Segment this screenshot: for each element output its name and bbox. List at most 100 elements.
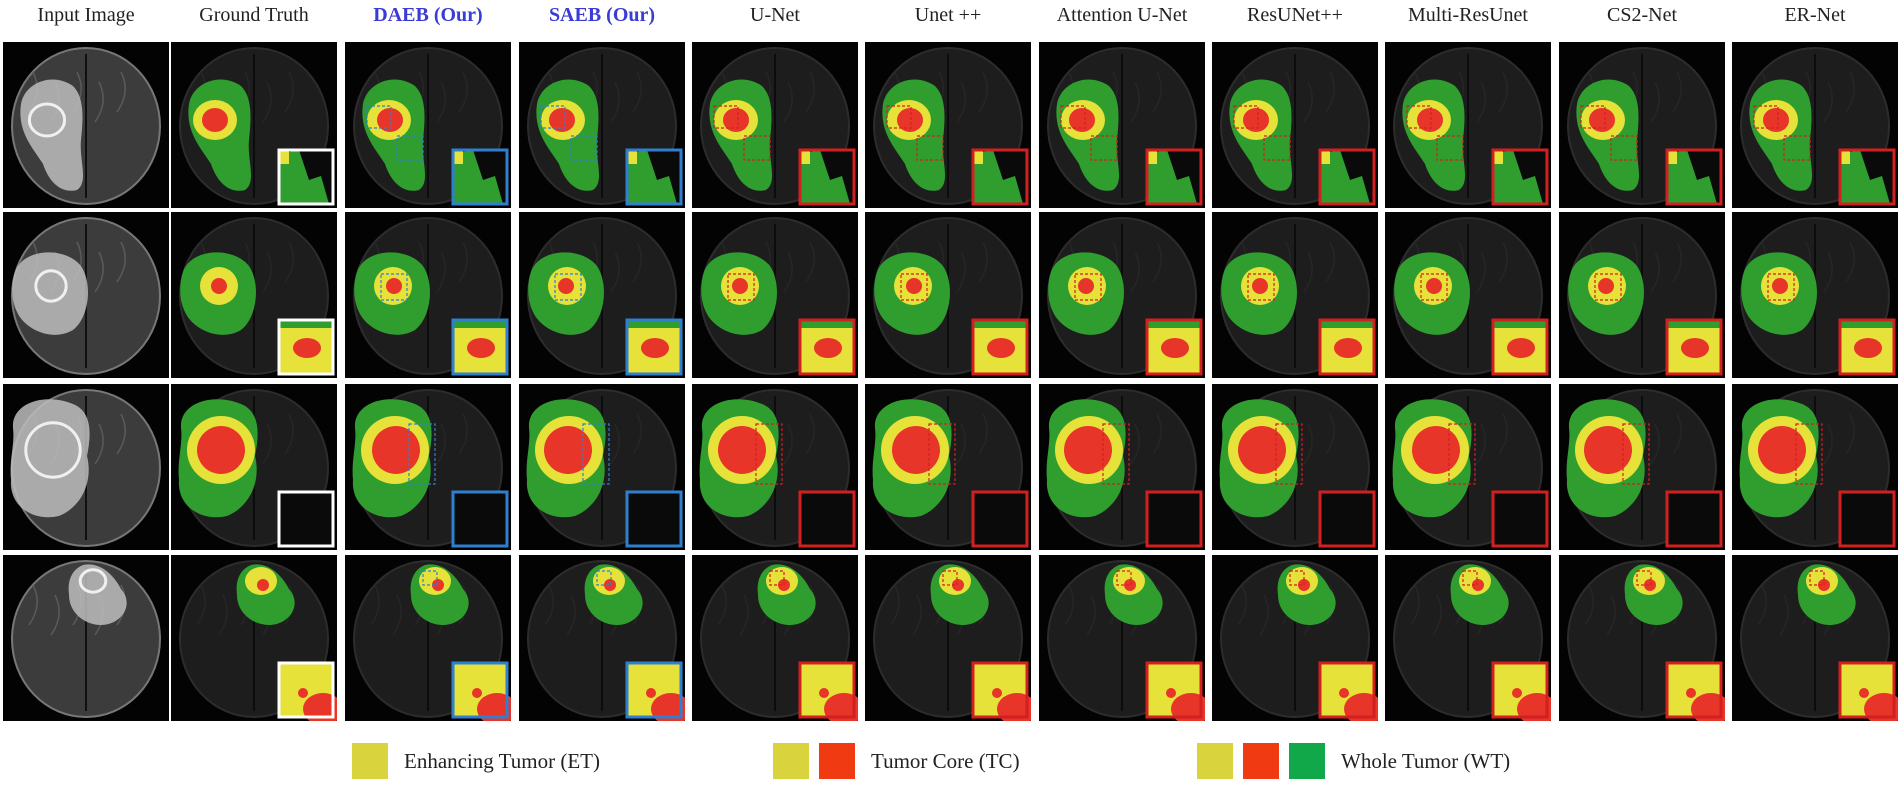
tumor-core-region <box>211 278 227 294</box>
mri-slice <box>519 555 685 721</box>
legend-item: Enhancing Tumor (ET) <box>352 742 600 780</box>
segmentation-cell <box>1559 555 1725 721</box>
tumor-core-region <box>1763 108 1789 132</box>
zoom-inset <box>277 148 335 206</box>
mri-slice <box>3 555 169 721</box>
mri-slice <box>1559 384 1725 550</box>
tumor-core-region <box>1426 278 1442 294</box>
tumor-core-region <box>1589 108 1615 132</box>
roi-box <box>540 105 566 129</box>
mri-slice <box>1212 555 1378 721</box>
zoom-inset <box>451 490 509 548</box>
segmentation-cell <box>345 42 511 208</box>
zoom-inset <box>798 148 856 206</box>
zoom-inset <box>625 490 683 548</box>
zoom-inset <box>625 148 683 206</box>
tumor-core-region <box>386 278 402 294</box>
zoom-inset <box>451 661 511 721</box>
tumor-core-region <box>1078 278 1094 294</box>
segmentation-cell <box>519 555 685 721</box>
mri-slice <box>1385 555 1551 721</box>
tumor-core-region <box>1124 579 1136 591</box>
tumor-core-region <box>372 426 420 474</box>
zoom-inset <box>625 318 683 376</box>
legend: Enhancing Tumor (ET) Tumor Core (TC) Whole… <box>0 732 1901 782</box>
mri-slice <box>1732 555 1898 721</box>
segmentation-cell <box>1039 384 1205 550</box>
tumor-core-region <box>257 579 269 591</box>
roi-box <box>916 135 944 161</box>
roi-box <box>1420 273 1448 301</box>
mri-slice <box>1039 384 1205 550</box>
tumor-core-region <box>1472 579 1484 591</box>
segmentation-cell <box>171 384 337 550</box>
mri-slice <box>865 384 1031 550</box>
legend-item: Whole Tumor (WT) <box>1197 742 1510 780</box>
roi-box <box>1783 135 1811 161</box>
roi-box <box>928 423 956 485</box>
column-header: Ground Truth <box>199 4 309 26</box>
roi-box <box>1580 105 1606 129</box>
zoom-inset <box>1665 490 1723 548</box>
segmentation-cell <box>692 42 858 208</box>
roi-box <box>1795 423 1823 485</box>
segmentation-cell <box>1559 42 1725 208</box>
roi-box <box>366 105 392 129</box>
input-image-cell <box>3 42 169 208</box>
roi-box <box>769 570 785 586</box>
roi-box <box>1289 570 1305 586</box>
mri-slice <box>171 555 337 721</box>
legend-label: Enhancing Tumor (ET) <box>404 748 600 773</box>
roi-box <box>1275 423 1303 485</box>
roi-box <box>1116 570 1132 586</box>
column-header: Input Image <box>37 4 135 26</box>
lesion-hyperintensity <box>68 564 127 625</box>
mri-slice <box>519 42 685 208</box>
tumor-core-region <box>1069 108 1095 132</box>
segmentation-cell <box>692 212 858 378</box>
roi-box <box>570 135 598 161</box>
column-header: CS2-Net <box>1607 4 1677 26</box>
segmentation-cell <box>171 555 337 721</box>
roi-box <box>554 273 582 301</box>
zoom-inset <box>1838 318 1896 376</box>
segmentation-cell <box>1212 384 1378 550</box>
roi-box <box>1090 135 1118 161</box>
zoom-inset <box>971 490 1029 548</box>
column-header: U-Net <box>750 4 800 26</box>
mri-slice <box>692 384 858 550</box>
tumor-core-region <box>549 108 575 132</box>
roi-box <box>713 105 739 129</box>
legend-swatch <box>1289 743 1325 779</box>
tumor-core-region <box>1772 278 1788 294</box>
roi-box <box>1263 135 1291 161</box>
tumor-core-region <box>604 579 616 591</box>
segmentation-cell <box>1039 42 1205 208</box>
zoom-inset <box>1491 318 1549 376</box>
roi-box <box>1636 570 1652 586</box>
tumor-core-region <box>723 108 749 132</box>
roi-box <box>942 570 958 586</box>
roi-box <box>422 570 438 586</box>
roi-box <box>743 135 771 161</box>
tumor-core-region <box>906 278 922 294</box>
zoom-inset <box>1838 148 1896 206</box>
tumor-core-region <box>544 426 592 474</box>
mri-slice <box>692 212 858 378</box>
mri-slice <box>1559 42 1725 208</box>
segmentation-cell <box>692 555 858 721</box>
segmentation-cell <box>345 384 511 550</box>
roi-box <box>1102 423 1130 485</box>
lesion-hyperintensity <box>12 252 88 335</box>
mri-slice <box>345 384 511 550</box>
mri-slice <box>1385 42 1551 208</box>
zoom-inset <box>1665 661 1725 721</box>
column-header: Multi-ResUnet <box>1408 4 1528 26</box>
tumor-core-region <box>1417 108 1443 132</box>
roi-box <box>1448 423 1476 485</box>
zoom-inset <box>798 661 858 721</box>
segmentation-cell <box>519 42 685 208</box>
roi-box <box>1462 570 1478 586</box>
mri-slice <box>345 42 511 208</box>
